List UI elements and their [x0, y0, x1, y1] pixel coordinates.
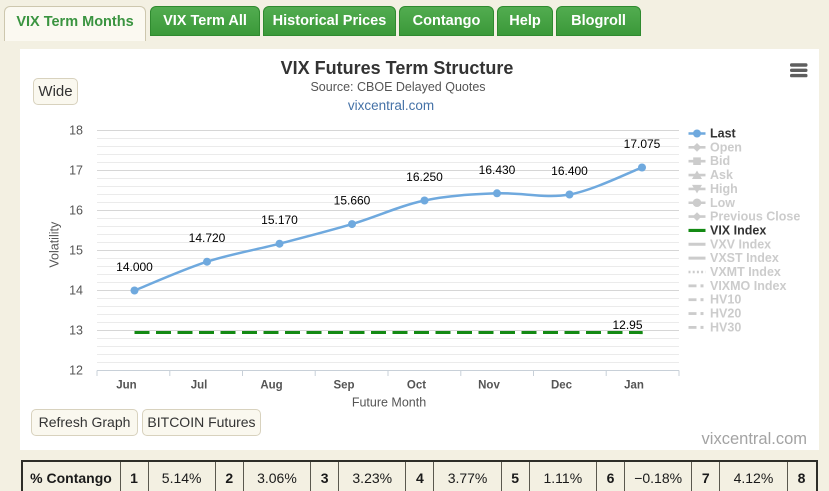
svg-text:VIX Index: VIX Index	[710, 223, 766, 237]
svg-text:17.075: 17.075	[624, 137, 661, 151]
svg-text:Ask: Ask	[710, 168, 733, 182]
svg-text:Low: Low	[710, 196, 735, 210]
svg-text:14.000: 14.000	[116, 260, 153, 274]
svg-text:17: 17	[69, 164, 83, 178]
svg-text:VXV Index: VXV Index	[710, 237, 771, 251]
svg-text:Jun: Jun	[116, 380, 136, 392]
svg-text:VIXMO Index: VIXMO Index	[710, 279, 786, 293]
svg-text:15.170: 15.170	[261, 213, 298, 227]
svg-text:HV30: HV30	[710, 320, 741, 334]
svg-text:Volatility: Volatility	[47, 221, 61, 268]
svg-text:Jul: Jul	[191, 380, 208, 392]
svg-text:16.250: 16.250	[406, 170, 443, 184]
svg-text:16: 16	[69, 204, 83, 218]
svg-text:18: 18	[69, 124, 83, 138]
svg-text:16.430: 16.430	[479, 163, 516, 177]
svg-text:VXST Index: VXST Index	[710, 251, 779, 265]
svg-text:Nov: Nov	[478, 380, 500, 392]
svg-text:Oct: Oct	[407, 380, 426, 392]
svg-text:Jan: Jan	[624, 380, 644, 392]
svg-text:Bid: Bid	[710, 154, 730, 168]
svg-text:Sep: Sep	[333, 380, 354, 392]
svg-text:Previous Close: Previous Close	[710, 210, 800, 224]
svg-text:15: 15	[69, 244, 83, 258]
svg-text:12: 12	[69, 364, 83, 378]
svg-text:Future Month: Future Month	[352, 396, 426, 410]
svg-text:14: 14	[69, 284, 83, 298]
svg-text:14.720: 14.720	[189, 231, 226, 245]
svg-text:Last: Last	[710, 127, 737, 141]
svg-text:13: 13	[69, 324, 83, 338]
svg-text:Dec: Dec	[551, 380, 573, 392]
svg-text:Aug: Aug	[260, 380, 282, 392]
svg-text:VXMT Index: VXMT Index	[710, 265, 781, 279]
svg-text:HV20: HV20	[710, 307, 741, 321]
svg-text:HV10: HV10	[710, 293, 741, 307]
svg-text:15.660: 15.660	[334, 194, 371, 208]
svg-text:Open: Open	[710, 140, 742, 154]
svg-text:16.400: 16.400	[551, 164, 588, 178]
svg-text:High: High	[710, 182, 738, 196]
svg-text:12.95: 12.95	[612, 318, 642, 332]
